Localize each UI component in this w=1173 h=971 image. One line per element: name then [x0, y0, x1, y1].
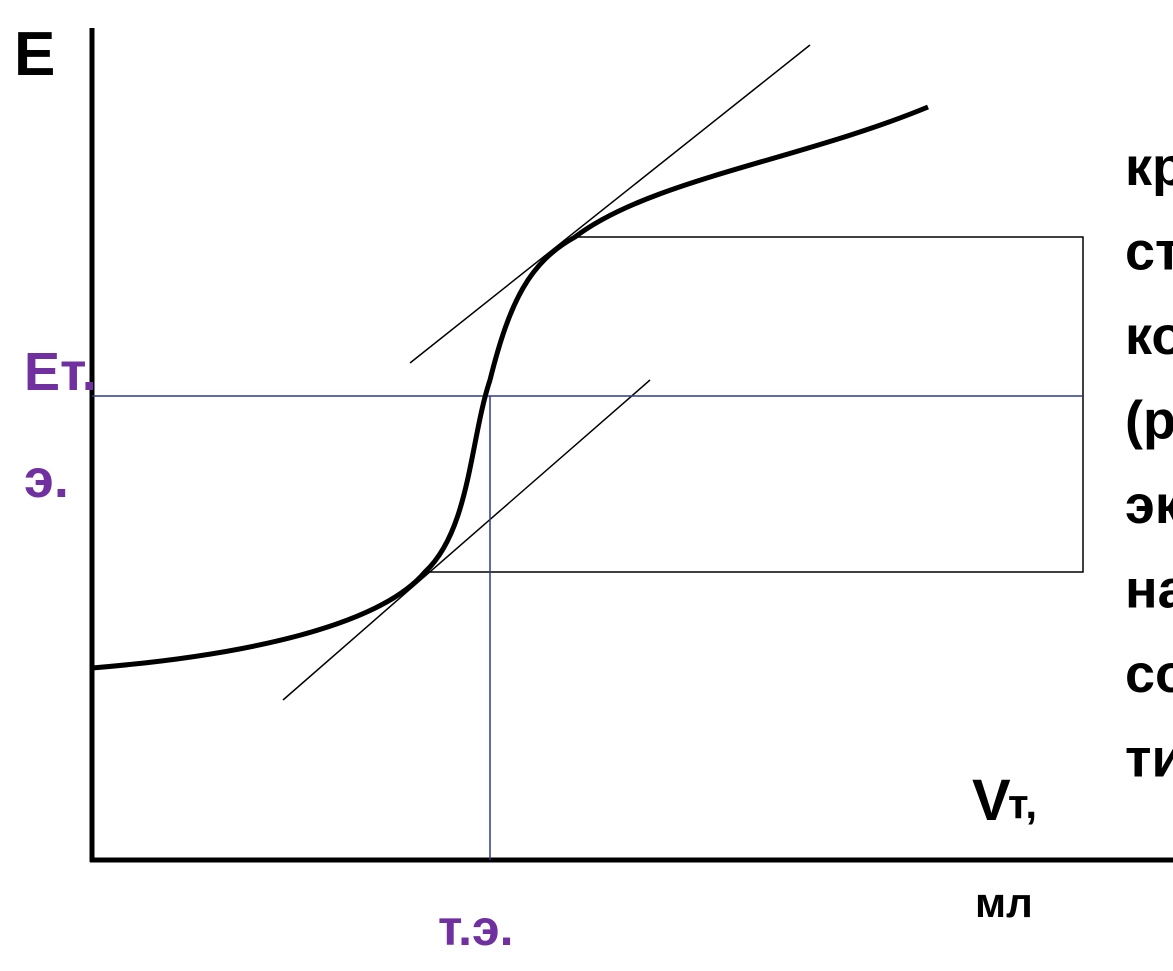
eq-point-label: т.э. [438, 900, 514, 956]
x-axis-unit: мл [975, 879, 1033, 926]
side-text-line: кр [1125, 137, 1173, 197]
titration-curve [91, 104, 929, 671]
side-text-line: ст [1125, 222, 1173, 282]
eq-potential-label: э. [24, 449, 69, 509]
eq-potential-label: Ет. [24, 342, 97, 402]
construction-box [425, 236, 1084, 573]
lower-tangent [282, 379, 651, 701]
side-text-line: ко [1125, 306, 1173, 366]
x-axis-label: V [972, 768, 1011, 833]
side-text: кр ст ко (р эк на со ти [1125, 137, 1173, 789]
y-axis-label: E [14, 20, 55, 89]
side-text-line: на [1125, 560, 1173, 620]
side-text-line: ти [1125, 729, 1173, 789]
upper-tangent [409, 44, 811, 364]
side-text-line: эк [1125, 475, 1173, 535]
x-axis-label-sub: т, [1008, 780, 1037, 827]
side-text-line: (р [1125, 391, 1173, 451]
side-text-line: со [1125, 644, 1173, 704]
